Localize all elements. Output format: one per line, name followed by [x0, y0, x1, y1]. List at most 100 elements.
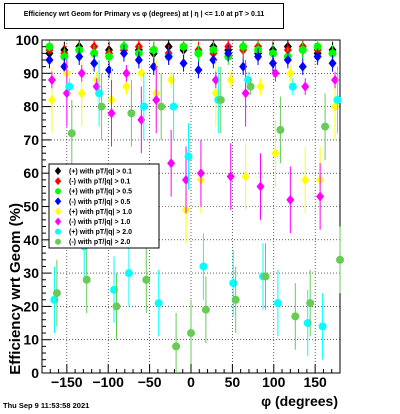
data-point [313, 51, 322, 62]
y-tick-label: 30 [23, 265, 39, 281]
legend-marker [54, 217, 62, 226]
chart-title-box: Efficiency wrt Geom for Primary vs φ (de… [4, 3, 284, 29]
data-point [316, 191, 325, 202]
data-series [45, 40, 344, 373]
x-tick-label: 150 [303, 374, 327, 390]
data-point [298, 61, 307, 72]
data-point [239, 42, 248, 51]
data-point [328, 49, 337, 58]
data-point [256, 81, 265, 92]
data-point [268, 49, 277, 58]
data-point [336, 255, 344, 264]
data-point [209, 45, 218, 54]
data-point [209, 54, 218, 65]
data-point [82, 275, 91, 284]
data-point [283, 54, 292, 65]
legend-label: (-) with pT/|q| > 2.0 [69, 239, 130, 246]
data-point [194, 64, 203, 75]
chart-title: Efficiency wrt Geom for Primary vs φ (de… [23, 11, 265, 18]
legend: (+) with pT/|q| > 0.1 (-) with pT/|q| > 0… [48, 163, 160, 249]
data-point [313, 42, 322, 51]
data-point [286, 68, 295, 79]
y-tick-label: 90 [23, 65, 39, 81]
data-point [179, 42, 188, 51]
data-point [164, 51, 173, 62]
data-point [271, 68, 280, 79]
data-point [122, 68, 131, 79]
legend-marker [55, 188, 61, 195]
y-tick-label: 50 [23, 199, 39, 215]
data-point [124, 269, 133, 278]
data-point [276, 125, 285, 134]
x-tick-label: −50 [138, 374, 162, 390]
data-point [226, 74, 235, 85]
data-point [256, 181, 265, 192]
data-point [119, 48, 128, 59]
data-point [306, 299, 315, 308]
data-point [261, 272, 270, 281]
y-tick-label: 70 [23, 132, 39, 148]
data-point [60, 52, 69, 61]
x-tick-label: 50 [225, 374, 241, 390]
data-point [301, 81, 310, 92]
data-point [187, 329, 195, 338]
data-point [273, 299, 282, 308]
data-point [271, 148, 280, 159]
legend-marker [54, 167, 62, 175]
data-point [169, 102, 178, 111]
data-point [154, 299, 163, 308]
series-group [52, 66, 344, 373]
y-tick-label: 0 [31, 365, 39, 381]
data-point [333, 95, 342, 104]
data-point [301, 174, 310, 185]
data-point [201, 305, 210, 314]
legend-label: (-) with pT/|q| > 1.0 [69, 219, 130, 226]
legend-marker [55, 238, 61, 245]
data-point [216, 95, 225, 104]
data-point [286, 194, 295, 205]
x-tick-label: −150 [51, 374, 83, 390]
data-point [65, 82, 74, 91]
data-point [172, 342, 181, 351]
data-point [45, 42, 54, 51]
y-tick-label: 10 [23, 332, 39, 348]
data-point [47, 94, 56, 105]
data-point [139, 102, 148, 111]
y-axis-title: Efficiency wrt Geom (%) [7, 203, 24, 375]
data-point [298, 45, 307, 54]
y-tick-label: 100 [16, 32, 40, 48]
data-point [152, 94, 161, 105]
data-point [97, 102, 106, 111]
data-point [157, 102, 166, 111]
x-tick-label: 100 [262, 374, 286, 390]
data-point [149, 45, 158, 54]
timestamp: Thu Sep 9 11:53:58 2021 [3, 401, 90, 410]
data-point [226, 171, 235, 182]
data-point [179, 58, 188, 69]
data-point [90, 49, 99, 58]
data-point [142, 275, 151, 284]
data-point [321, 122, 330, 131]
data-point [77, 88, 86, 99]
legend-marker [54, 197, 62, 206]
data-point [127, 109, 136, 118]
data-point [45, 54, 54, 65]
data-point [90, 58, 99, 69]
legend-label: (-) with pT/|q| > 0.1 [69, 179, 130, 186]
axes: −150 −100 −50 0 50 100 150 0 10 20 30 40 50 60 70 80 90 1… [16, 32, 333, 390]
legend-box [48, 163, 160, 249]
data-point [328, 58, 337, 69]
y-tick-label: 40 [23, 232, 39, 248]
legend-label: (+) with pT/|q| > 2.0 [69, 229, 132, 236]
legend-label: (+) with pT/|q| > 0.1 [69, 169, 132, 176]
legend-marker [55, 228, 61, 235]
data-point [52, 289, 61, 298]
legend-marker [54, 207, 62, 216]
data-point [67, 129, 76, 138]
data-point [224, 48, 233, 59]
data-point [254, 51, 263, 62]
legend-label: (+) with pT/|q| > 0.5 [69, 189, 132, 196]
data-point [231, 295, 240, 304]
y-tick-label: 20 [23, 298, 39, 314]
